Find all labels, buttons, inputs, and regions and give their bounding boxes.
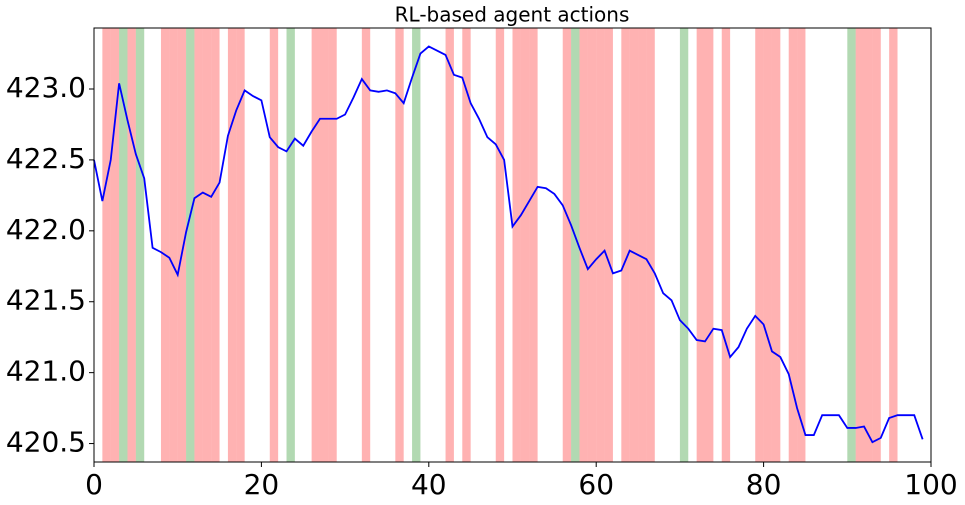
action-span [596,28,605,462]
action-span [621,28,630,462]
action-span [771,28,781,462]
action-span [169,28,178,462]
x-tick-label: 20 [244,468,280,501]
action-span [872,28,881,462]
action-span [177,28,187,462]
y-tick-label: 420.5 [6,426,86,459]
action-span [847,28,856,462]
action-span [629,28,639,462]
action-span [462,28,471,462]
plot-frame [93,27,932,463]
action-span [755,28,764,462]
x-tick-label: 60 [578,468,614,501]
action-span [110,28,120,462]
action-span [587,28,597,462]
action-span [211,28,220,462]
action-span [119,28,128,462]
y-tick-label: 423.0 [6,71,86,104]
action-span [889,28,898,462]
action-span [705,28,714,462]
x-tick-label: 40 [411,468,447,501]
action-span [571,28,580,462]
action-span [269,28,279,462]
y-tick-label: 422.0 [6,213,86,246]
action-span [646,28,655,462]
action-span [604,28,613,462]
action-span [361,28,371,462]
price-line [93,45,924,444]
action-span [495,28,505,462]
action-span [328,28,337,462]
action-span [788,28,798,462]
action-span [520,28,530,462]
y-tick-label: 422.5 [6,142,86,175]
action-span [763,28,772,462]
x-tick-label: 100 [904,468,957,501]
action-span [194,28,203,462]
action-span [311,28,320,462]
action-span [562,28,572,462]
x-tick-label: 0 [85,468,103,501]
action-span [395,28,404,462]
action-span [512,28,521,462]
action-span [529,28,538,462]
action-span [445,28,454,462]
action-span [696,28,706,462]
chart-title: RL-based agent actions [395,3,630,27]
action-span [160,28,170,462]
action-span [127,28,136,462]
action-span [286,28,295,462]
y-tick-label: 421.5 [6,284,86,317]
action-span [579,28,588,462]
action-span [135,28,145,462]
action-span [855,28,865,462]
action-span [721,28,731,462]
action-span [227,28,237,462]
action-span [102,28,111,462]
x-tick-label: 80 [746,468,782,501]
y-tick-label: 421.0 [6,355,86,388]
action-span [412,28,421,462]
action-span [236,28,245,462]
action-span [202,28,212,462]
action-span [186,28,195,462]
action-span [638,28,647,462]
action-span [319,28,329,462]
action-span [864,28,873,462]
action-span [797,28,806,462]
action-span [679,28,689,462]
